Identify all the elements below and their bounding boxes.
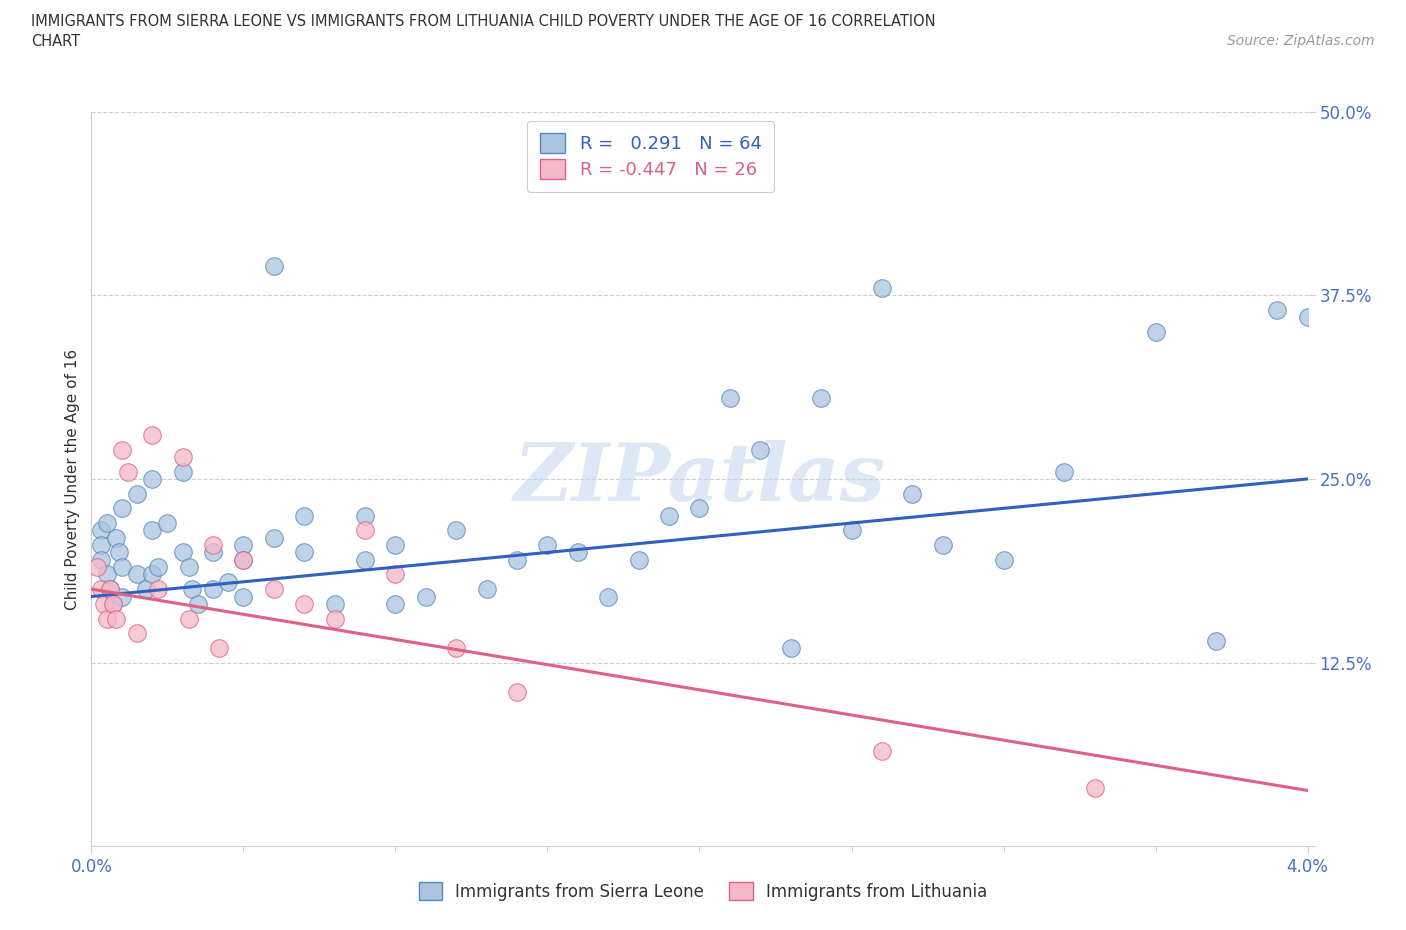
Point <box>187 596 209 611</box>
Point <box>506 552 529 567</box>
Point <box>567 545 589 560</box>
Point <box>354 508 377 523</box>
Point <box>323 596 346 611</box>
Point <box>141 428 163 443</box>
Point <box>475 582 498 597</box>
Point <box>208 641 231 656</box>
Point <box>135 582 157 597</box>
Legend: Immigrants from Sierra Leone, Immigrants from Lithuania: Immigrants from Sierra Leone, Immigrants… <box>409 871 997 910</box>
Point <box>148 560 170 575</box>
Point <box>810 391 832 405</box>
Point <box>444 641 467 656</box>
Point <box>104 611 127 626</box>
Point <box>263 530 285 545</box>
Point <box>125 626 148 641</box>
Point <box>125 567 148 582</box>
Point <box>384 567 406 582</box>
Point <box>93 596 115 611</box>
Point <box>177 560 200 575</box>
Point <box>232 538 254 552</box>
Point <box>749 442 772 457</box>
Point <box>101 596 124 611</box>
Point <box>415 589 437 604</box>
Point <box>125 486 148 501</box>
Point <box>96 515 118 530</box>
Point <box>1144 325 1167 339</box>
Point <box>202 582 225 597</box>
Legend: R =   0.291   N = 64, R = -0.447   N = 26: R = 0.291 N = 64, R = -0.447 N = 26 <box>527 121 775 192</box>
Point <box>172 545 194 560</box>
Point <box>1296 310 1319 325</box>
Point <box>841 523 863 538</box>
Point <box>384 596 406 611</box>
Point <box>148 582 170 597</box>
Point <box>89 538 111 552</box>
Point <box>141 472 163 486</box>
Text: CHART: CHART <box>31 34 80 49</box>
Point <box>870 743 893 758</box>
Point <box>89 552 111 567</box>
Point <box>627 552 650 567</box>
Point <box>111 560 134 575</box>
Point <box>506 684 529 699</box>
Point <box>1205 633 1227 648</box>
Point <box>104 530 127 545</box>
Text: ZIPatlas: ZIPatlas <box>513 440 886 518</box>
Point <box>384 538 406 552</box>
Point <box>1084 780 1107 795</box>
Point <box>292 545 315 560</box>
Point <box>232 589 254 604</box>
Point <box>1053 464 1076 479</box>
Point <box>86 560 108 575</box>
Point <box>172 464 194 479</box>
Point <box>444 523 467 538</box>
Y-axis label: Child Poverty Under the Age of 16: Child Poverty Under the Age of 16 <box>65 349 80 609</box>
Point <box>292 508 315 523</box>
Point <box>89 582 111 597</box>
Point <box>354 523 377 538</box>
Point <box>98 582 121 597</box>
Point <box>323 611 346 626</box>
Point <box>111 589 134 604</box>
Text: IMMIGRANTS FROM SIERRA LEONE VS IMMIGRANTS FROM LITHUANIA CHILD POVERTY UNDER TH: IMMIGRANTS FROM SIERRA LEONE VS IMMIGRAN… <box>31 14 935 29</box>
Point <box>292 596 315 611</box>
Point <box>89 523 111 538</box>
Point <box>232 552 254 567</box>
Point <box>111 442 134 457</box>
Point <box>901 486 924 501</box>
Point <box>354 552 377 567</box>
Point <box>202 545 225 560</box>
Point <box>96 611 118 626</box>
Point <box>598 589 620 604</box>
Point <box>658 508 681 523</box>
Point <box>141 523 163 538</box>
Point <box>718 391 741 405</box>
Point <box>993 552 1015 567</box>
Point <box>931 538 953 552</box>
Point <box>232 552 254 567</box>
Point <box>177 611 200 626</box>
Point <box>141 567 163 582</box>
Point <box>779 641 801 656</box>
Point <box>107 545 129 560</box>
Text: Source: ZipAtlas.com: Source: ZipAtlas.com <box>1227 34 1375 48</box>
Point <box>536 538 558 552</box>
Point <box>688 501 710 516</box>
Point <box>263 259 285 273</box>
Point <box>101 596 124 611</box>
Point <box>202 538 225 552</box>
Point <box>1265 302 1288 317</box>
Point <box>96 567 118 582</box>
Point <box>263 582 285 597</box>
Point <box>870 281 893 296</box>
Point <box>172 449 194 464</box>
Point <box>217 575 239 590</box>
Point <box>117 464 139 479</box>
Point <box>156 515 179 530</box>
Point <box>180 582 202 597</box>
Point <box>98 582 121 597</box>
Point <box>111 501 134 516</box>
